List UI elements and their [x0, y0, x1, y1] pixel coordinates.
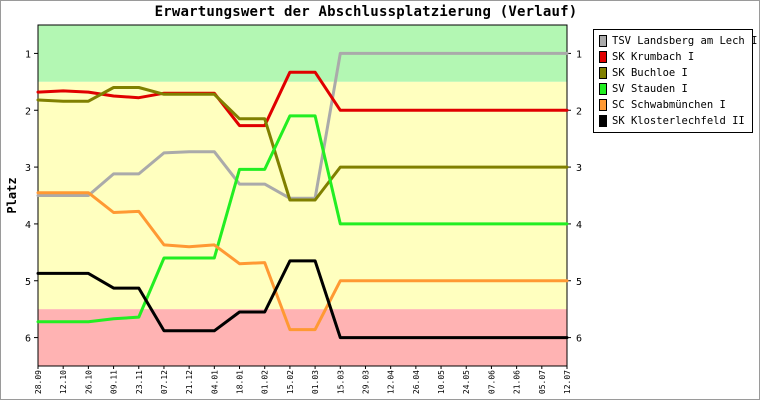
legend-label-5: SK Klosterlechfeld II [612, 115, 745, 127]
legend-swatch-1 [599, 51, 607, 63]
series-line-4 [36, 191, 569, 332]
y-tick-label-left-1: 1 [25, 49, 31, 60]
x-tick-label-20: 05.07 [538, 370, 547, 394]
x-tick-label-1: 12.10 [59, 370, 68, 394]
y-tick-label-right-1: 1 [576, 49, 582, 60]
legend-swatch-5 [599, 115, 607, 127]
x-tick-label-8: 18.01 [236, 370, 245, 394]
legend-label-4: SC Schwabmünchen I [612, 99, 726, 111]
x-tick-label-15: 26.04 [412, 370, 421, 394]
x-tick-label-4: 23.11 [135, 370, 144, 394]
legend-item-0: TSV Landsberg am Lech I [594, 33, 757, 49]
legend-swatch-2 [599, 67, 607, 79]
chart-title: Erwartungswert der Abschlussplatzierung … [154, 4, 578, 20]
x-tick-label-21: 12.07 [563, 370, 572, 394]
series-line-2 [36, 86, 569, 202]
x-tick-label-19: 21.06 [513, 370, 522, 394]
series-line-1 [36, 70, 569, 128]
y-tick-label-left-4: 4 [25, 220, 31, 231]
y-axis-title: Platz [5, 177, 19, 213]
legend-swatch-0 [599, 35, 607, 47]
y-tick-label-right-6: 6 [576, 334, 582, 345]
x-tick-label-18: 07.06 [487, 370, 496, 394]
legend-swatch-4 [599, 99, 607, 111]
legend-item-5: SK Klosterlechfeld II [594, 113, 752, 129]
x-tick-label-5: 07.12 [160, 370, 169, 394]
x-tick-label-11: 01.03 [311, 370, 320, 394]
legend-item-2: SK Buchloe I [594, 65, 752, 81]
x-tick-label-9: 01.02 [261, 370, 270, 394]
y-tick-label-left-6: 6 [25, 334, 31, 345]
legend-label-1: SK Krumbach I [612, 51, 695, 63]
series-line-3 [36, 114, 569, 324]
x-tick-label-2: 26.10 [84, 370, 93, 394]
band-1 [38, 81, 567, 310]
y-tick-label-right-4: 4 [576, 220, 582, 231]
x-tick-label-6: 21.12 [185, 370, 194, 394]
legend-item-3: SV Stauden I [594, 81, 752, 97]
legend-item-4: SC Schwabmünchen I [594, 97, 752, 113]
x-tick-label-10: 15.02 [286, 370, 295, 394]
legend-label-2: SK Buchloe I [612, 67, 688, 79]
legend-label-3: SV Stauden I [612, 83, 688, 95]
x-tick-label-14: 12.04 [387, 370, 396, 394]
legend-swatch-3 [599, 83, 607, 95]
x-tick-label-7: 04.01 [210, 370, 219, 394]
legend-item-1: SK Krumbach I [594, 49, 752, 65]
x-tick-label-12: 15.03 [336, 370, 345, 394]
x-tick-label-17: 24.05 [462, 370, 471, 394]
x-tick-label-3: 09.11 [110, 370, 119, 394]
series-line-5 [36, 259, 569, 340]
x-tick-label-0: 28.09 [34, 370, 43, 394]
y-tick-label-right-3: 3 [576, 163, 582, 174]
y-tick-label-right-2: 2 [576, 106, 582, 117]
y-tick-label-right-5: 5 [576, 277, 582, 288]
y-tick-label-left-3: 3 [25, 163, 31, 174]
y-tick-label-left-5: 5 [25, 277, 31, 288]
legend-label-0: TSV Landsberg am Lech I [612, 35, 758, 47]
legend: TSV Landsberg am Lech I SK Krumbach I SK B… [593, 29, 757, 133]
x-tick-label-13: 29.03 [361, 370, 370, 394]
x-tick-label-16: 10.05 [437, 370, 446, 394]
series-line-0 [36, 51, 569, 200]
y-tick-label-left-2: 2 [25, 106, 31, 117]
